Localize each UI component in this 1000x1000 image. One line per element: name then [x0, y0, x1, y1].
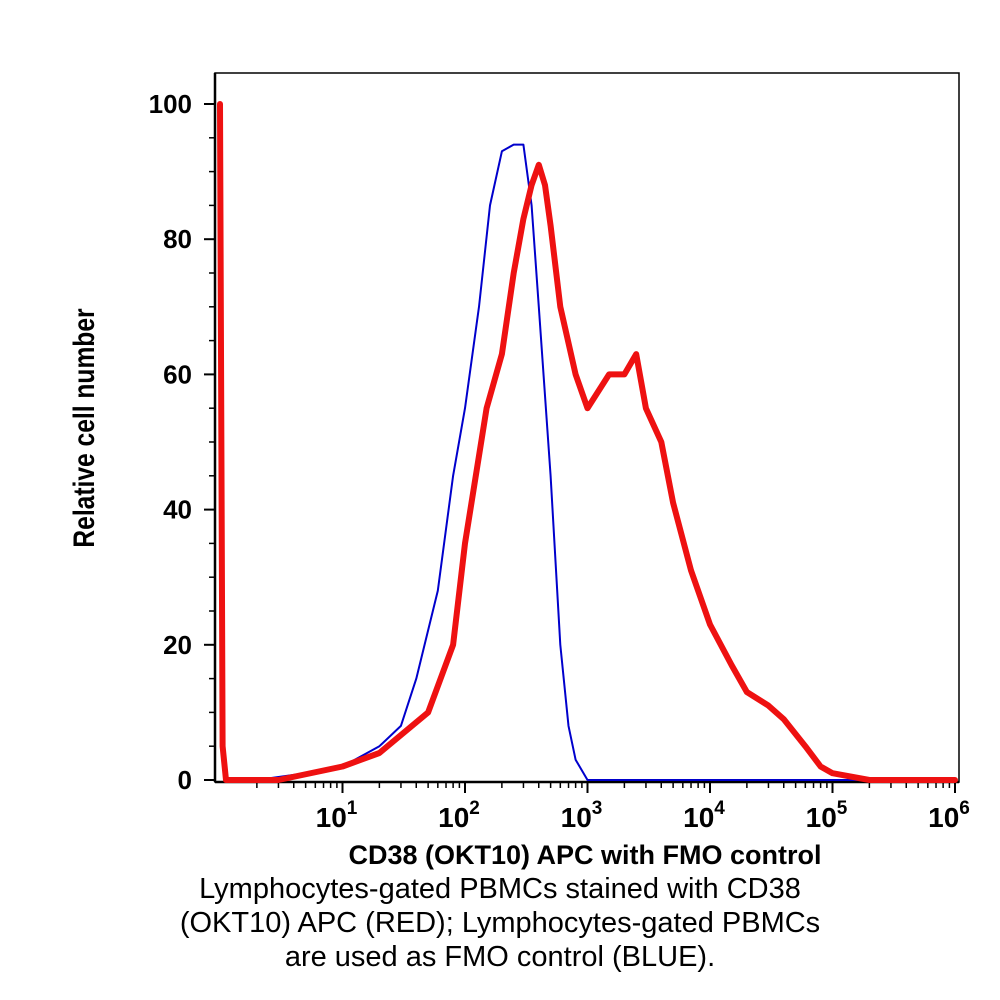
series-layer: [217, 101, 958, 783]
x-tick-label: 106: [928, 798, 970, 833]
series-line-1: [219, 103, 956, 781]
plot-frame: [214, 72, 960, 783]
y-tick-label: 40: [163, 495, 192, 525]
figure-caption: Lymphocytes-gated PBMCs stained with CD3…: [0, 872, 1000, 974]
y-tick-label: 100: [149, 89, 192, 119]
x-tick-label: 101: [316, 798, 358, 833]
x-tick-base: 10: [928, 802, 959, 833]
y-tick-label: 80: [163, 224, 192, 254]
caption-line-2: (OKT10) APC (RED); Lymphocytes-gated PBM…: [179, 907, 821, 939]
x-tick-base: 10: [683, 802, 714, 833]
y-ticks: 0 20 40 60 80 100: [149, 89, 215, 795]
x-tick-exponent: 4: [714, 798, 725, 819]
x-tick-base: 10: [316, 802, 347, 833]
y-tick-label: 0: [178, 765, 192, 795]
y-axis-label: Relative cell number: [67, 308, 101, 547]
caption-line-3: are used as FMO control (BLUE).: [284, 941, 716, 973]
x-tick-exponent: 2: [469, 798, 480, 819]
x-tick-label: 102: [438, 798, 480, 833]
x-tick-exponent: 6: [959, 798, 970, 819]
x-tick-base: 10: [561, 802, 592, 833]
y-tick-label: 20: [163, 630, 192, 660]
caption-line-1: Lymphocytes-gated PBMCs stained with CD3…: [199, 873, 801, 905]
x-tick-exponent: 5: [837, 798, 848, 819]
x-tick-label: 105: [806, 798, 848, 833]
x-tick-exponent: 1: [347, 798, 358, 819]
series-line-2: [217, 101, 958, 783]
x-tick-label: 104: [683, 798, 725, 833]
x-tick-label: 103: [561, 798, 603, 833]
x-axis-label: CD38 (OKT10) APC with FMO control: [348, 840, 821, 870]
x-ticks: 101 102 103 104 105 106: [256, 782, 970, 833]
x-tick-exponent: 3: [592, 798, 603, 819]
y-tick-label: 60: [163, 359, 192, 389]
x-tick-base: 10: [806, 802, 837, 833]
x-tick-base: 10: [438, 802, 469, 833]
